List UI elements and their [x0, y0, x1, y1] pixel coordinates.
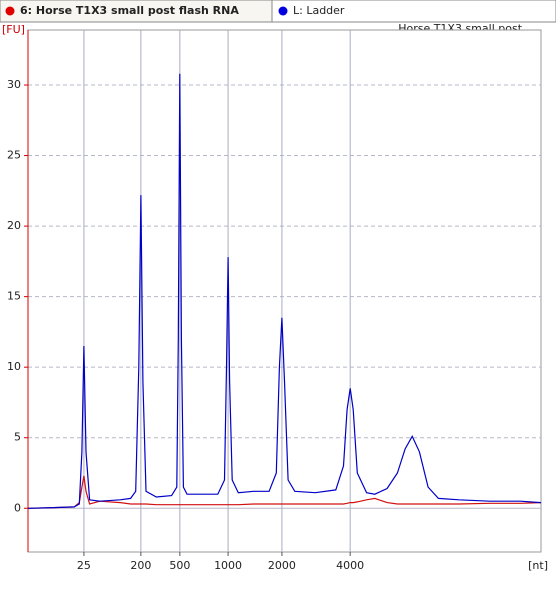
y-axis-label: [FU] — [2, 23, 25, 36]
x-tick-label: 500 — [169, 559, 190, 572]
y-tick-label: 0 — [14, 501, 21, 514]
x-axis-label: [nt] — [528, 559, 548, 572]
tab[interactable] — [271, 0, 556, 23]
series-line — [27, 475, 542, 509]
series-line — [27, 73, 542, 509]
tab-dot — [278, 6, 288, 16]
tab-dot — [5, 6, 15, 16]
y-tick-label: 30 — [7, 78, 21, 91]
x-tick-label: 25 — [77, 559, 91, 572]
x-tick-label: 1000 — [214, 559, 242, 572]
y-tick-label: 5 — [14, 431, 21, 444]
x-tick-label: 200 — [130, 559, 151, 572]
y-tick-label: 20 — [7, 219, 21, 232]
x-tick-label: 2000 — [268, 559, 296, 572]
y-tick-label: 15 — [7, 290, 21, 303]
y-tick-label: 25 — [7, 149, 21, 162]
x-tick-label: 4000 — [336, 559, 364, 572]
y-tick-label: 10 — [7, 360, 21, 373]
plot-area — [27, 29, 542, 553]
tab-label[interactable]: 6: Horse T1X3 small post flash RNA — [20, 4, 239, 17]
tab-label[interactable]: L: Ladder — [293, 4, 345, 17]
